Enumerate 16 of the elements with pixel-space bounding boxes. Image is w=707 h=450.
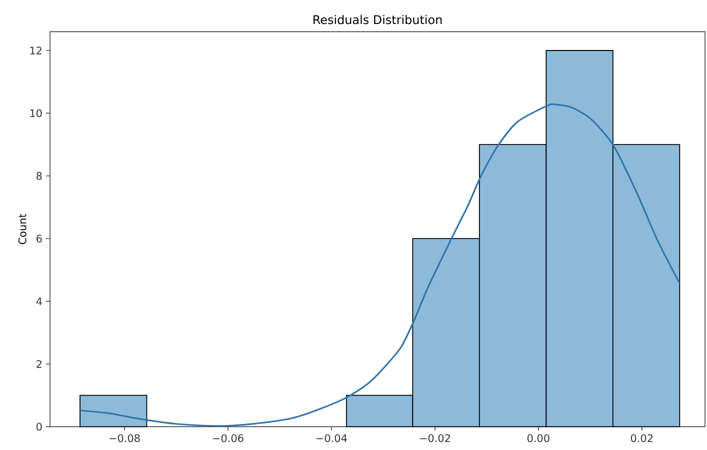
y-tick-label: 10 <box>30 109 42 118</box>
y-tick-label: 6 <box>36 234 42 243</box>
x-tick-label: 0.00 <box>527 434 550 442</box>
y-tick-label: 12 <box>30 46 42 54</box>
x-tick-label: −0.06 <box>213 434 244 442</box>
x-tick-label: −0.04 <box>316 434 347 442</box>
line-series <box>79 104 680 427</box>
y-tick-label: 8 <box>36 172 42 180</box>
y-tick-label: 2 <box>36 360 42 368</box>
x-tick-label: 0.02 <box>630 434 652 442</box>
chart-title: Residuals Distribution <box>314 14 442 24</box>
y-tick-label: 4 <box>36 297 42 306</box>
x-tick-label: −0.08 <box>110 434 140 442</box>
x-tick-label: −0.02 <box>420 434 450 442</box>
y-tick-label: 0 <box>36 422 42 431</box>
y-axis-title: Count <box>18 214 26 244</box>
